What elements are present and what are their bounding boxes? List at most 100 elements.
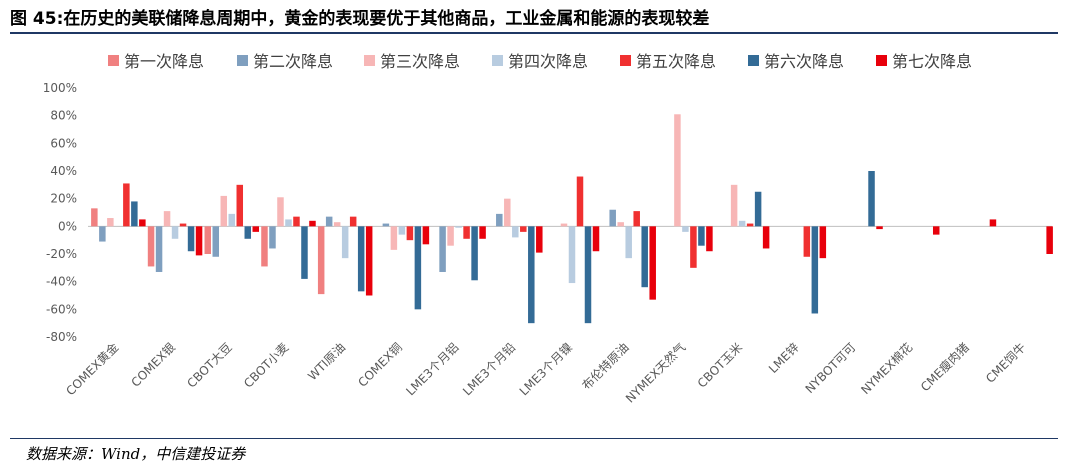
bar xyxy=(674,114,681,227)
bar xyxy=(633,211,640,227)
y-tick-label: -80% xyxy=(46,330,77,344)
x-tick-label: NYBOT可可 xyxy=(803,340,859,396)
bar xyxy=(690,226,697,268)
source-note: 数据来源：Wind，中信建投证券 xyxy=(26,445,246,463)
bar xyxy=(568,226,576,284)
bar xyxy=(592,226,600,252)
bar xyxy=(187,226,195,252)
bar xyxy=(212,226,220,257)
x-tick-label: COMEX铜 xyxy=(355,340,405,390)
bar xyxy=(439,226,446,272)
bar xyxy=(447,226,454,246)
bar xyxy=(706,226,713,252)
bar xyxy=(204,226,212,254)
bar xyxy=(171,226,179,239)
bar xyxy=(139,219,146,227)
bar xyxy=(609,209,616,227)
legend-label-6: 第六次降息 xyxy=(764,52,844,71)
legend-swatch-6 xyxy=(748,55,759,66)
bar-series-group xyxy=(91,114,1053,324)
bar xyxy=(301,226,308,279)
bar xyxy=(496,213,503,227)
x-tick-label: LME3个月铅 xyxy=(460,340,518,398)
bar xyxy=(333,222,341,227)
bar xyxy=(528,226,535,324)
bar xyxy=(269,226,276,249)
bar xyxy=(617,222,624,227)
bar xyxy=(285,219,292,227)
x-tick-label: CME饲牛 xyxy=(982,340,1028,386)
bar xyxy=(99,226,106,242)
bar xyxy=(147,226,155,267)
bar xyxy=(738,220,746,227)
x-tick-label: LME锌 xyxy=(766,340,802,376)
bar xyxy=(163,211,171,227)
legend-swatch-7 xyxy=(876,55,887,66)
bar xyxy=(349,216,357,227)
bar xyxy=(261,226,268,267)
bar xyxy=(325,216,333,227)
bar xyxy=(155,226,163,272)
x-tick-label: NYMEX天然气 xyxy=(622,340,688,406)
bar xyxy=(1046,226,1053,254)
chart-legend: 第一次降息 第二次降息 第三次降息 第四次降息 第五次降息 第六次降息 第七次降息 xyxy=(108,52,972,71)
bar xyxy=(730,184,738,227)
x-tick-label: CBOT小麦 xyxy=(241,340,291,390)
legend-swatch-1 xyxy=(108,55,119,66)
legend-swatch-3 xyxy=(364,55,375,66)
bar xyxy=(244,226,252,239)
bar-chart: 第一次降息 第二次降息 第三次降息 第四次降息 第五次降息 第六次降息 第七次降息 100%… xyxy=(43,52,1053,406)
bar xyxy=(479,226,486,239)
x-tick-label: CME瘦肉猪 xyxy=(917,340,972,395)
x-tick-label: 布伦特原油 xyxy=(579,340,632,393)
bar xyxy=(649,226,656,300)
bar xyxy=(803,226,811,257)
x-tick-label: COMEX银 xyxy=(129,340,178,389)
x-tick-label: LME3个月铝 xyxy=(403,340,462,399)
source-rule xyxy=(10,438,1058,439)
bar xyxy=(228,213,236,227)
bar xyxy=(754,191,762,227)
legend-label-2: 第二次降息 xyxy=(253,52,333,71)
bar xyxy=(365,226,373,296)
bar xyxy=(107,218,114,227)
bar xyxy=(382,223,390,227)
y-tick-label: 20% xyxy=(50,192,77,206)
y-tick-label: 60% xyxy=(50,136,77,150)
y-tick-label: -60% xyxy=(46,302,77,316)
legend-swatch-4 xyxy=(492,55,503,66)
bar xyxy=(317,226,325,295)
title-rule xyxy=(10,32,1058,34)
legend-label-4: 第四次降息 xyxy=(508,52,588,71)
legend-label-1: 第一次降息 xyxy=(124,52,204,71)
bar xyxy=(536,226,543,253)
legend-swatch-2 xyxy=(237,55,248,66)
bar xyxy=(682,226,689,232)
bar xyxy=(584,226,592,324)
bar xyxy=(932,226,940,235)
x-tick-label: CBOT玉米 xyxy=(695,340,745,390)
x-tick-label: NYMEX棉花 xyxy=(858,340,916,398)
bar xyxy=(471,226,478,281)
bar xyxy=(641,226,648,288)
x-tick-label: LME3个月镍 xyxy=(517,340,575,398)
bar xyxy=(91,208,98,227)
y-tick-label: 80% xyxy=(50,109,77,123)
bar xyxy=(504,198,511,227)
bar xyxy=(512,226,519,238)
bar xyxy=(422,226,430,245)
bar xyxy=(220,195,228,227)
bar xyxy=(819,226,827,259)
y-tick-label: 0% xyxy=(58,219,77,233)
bar xyxy=(357,226,365,292)
bar xyxy=(876,226,883,230)
y-axis: 100% 80% 60% 40% 20% 0% -20% -40% -60% -80% xyxy=(43,81,77,344)
y-tick-label: -40% xyxy=(46,275,77,289)
legend-swatch-5 xyxy=(620,55,631,66)
bar xyxy=(252,226,260,232)
y-tick-label: 40% xyxy=(50,164,77,178)
x-axis: COMEX黄金 COMEX银 CBOT大豆 CBOT小麦 WTI原油 COMEX铜LME3… xyxy=(63,340,1029,406)
x-tick-label: COMEX黄金 xyxy=(63,340,122,399)
bar xyxy=(520,226,527,232)
bar xyxy=(989,219,997,227)
